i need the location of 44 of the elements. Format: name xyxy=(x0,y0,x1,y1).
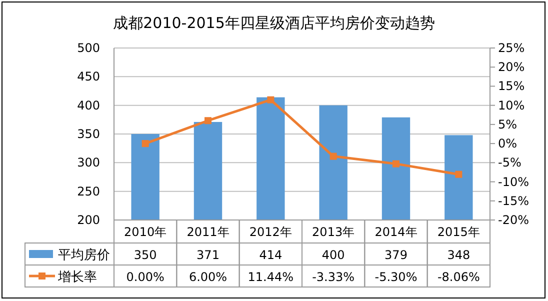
point xyxy=(392,160,400,168)
y-tick-label: 300 xyxy=(77,156,100,170)
y2-tick-label: 25% xyxy=(498,41,525,55)
y2-tick-label: 10% xyxy=(498,98,525,112)
data-label: 371 xyxy=(196,248,220,262)
data-label: -5.30% xyxy=(374,270,418,284)
data-label: 0.00% xyxy=(126,270,164,284)
y-tick-label: 350 xyxy=(77,127,100,141)
data-label: 350 xyxy=(134,248,157,262)
y2-tick-label: 15% xyxy=(498,79,525,94)
point xyxy=(455,170,462,178)
y2-tick-label: 5% xyxy=(498,117,518,132)
y2-tick-label: -5% xyxy=(498,156,522,170)
data-label: 11.44% xyxy=(248,270,294,284)
point xyxy=(204,117,212,124)
data-label: 400 xyxy=(322,248,345,262)
data-label: 379 xyxy=(384,248,408,262)
point xyxy=(267,96,274,104)
y-tick-label: 200 xyxy=(77,213,100,227)
point xyxy=(142,140,149,148)
y2-tick-label: -10% xyxy=(498,174,530,189)
data-label: 6.00% xyxy=(188,270,228,284)
legend-label: 增长率 xyxy=(57,269,97,285)
point xyxy=(330,152,337,160)
x-tick-label: 2015年 xyxy=(437,225,480,239)
y-tick-label: 500 xyxy=(77,41,100,55)
y2-tick-label: 0% xyxy=(498,136,518,151)
x-tick-label: 2012年 xyxy=(249,225,292,239)
legend-label: 平均房价 xyxy=(58,247,110,263)
data-label: 414 xyxy=(259,248,282,262)
y-tick-label: 400 xyxy=(77,98,100,112)
x-tick-label: 2013年 xyxy=(312,225,355,239)
y-tick-label: 250 xyxy=(77,184,100,198)
x-tick-label: 2014年 xyxy=(374,225,418,239)
data-label: -8.06% xyxy=(437,270,480,284)
x-tick-label: 2010年 xyxy=(124,225,167,239)
chart-title: 成都2010-2015年四星级酒店平均房价变动趋势 xyxy=(113,14,435,32)
y2-tick-label: -20% xyxy=(498,213,530,227)
y2-tick-label: -15% xyxy=(498,194,530,208)
y-tick-label: 450 xyxy=(77,70,100,84)
data-label: -3.33% xyxy=(312,270,355,284)
x-tick-label: 2011年 xyxy=(186,225,230,239)
data-label: 348 xyxy=(447,248,470,262)
y2-tick-label: 20% xyxy=(498,60,525,74)
